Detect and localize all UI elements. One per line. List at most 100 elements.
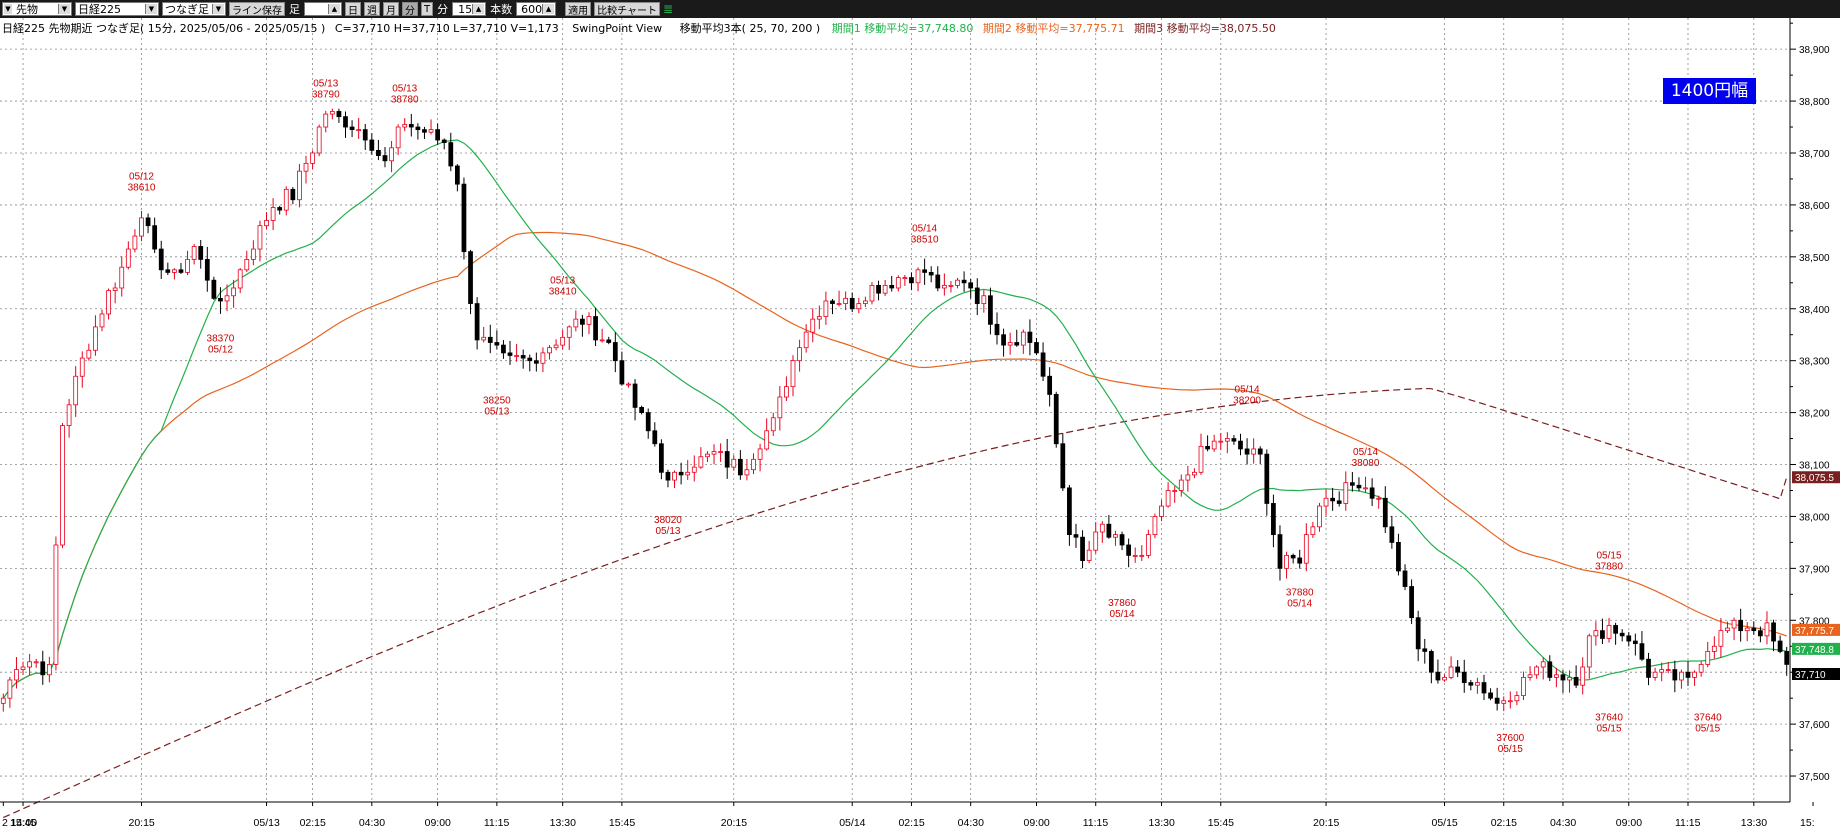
candle [1461, 659, 1467, 693]
count-spinner[interactable]: 600 ▲ [516, 2, 557, 16]
swing-date: 05/15 [1498, 744, 1523, 755]
index-select[interactable]: 日経225 ▼ [75, 2, 159, 16]
candle [1126, 538, 1131, 568]
candle-body [876, 284, 881, 294]
candle [310, 150, 315, 169]
candle [652, 422, 658, 447]
swing-price: 37640 [1694, 712, 1722, 723]
price-tick-label: 38,700 [1799, 149, 1830, 160]
candle-body [46, 664, 52, 676]
price-tick-label: 38,500 [1799, 253, 1830, 264]
time-tick-label: 04:30 [958, 817, 984, 829]
price-tick-label: 38,200 [1799, 409, 1830, 420]
candle [580, 314, 585, 337]
market-select[interactable]: ▼ 先物 ▼ [2, 2, 72, 16]
month-button[interactable]: 月 [383, 2, 399, 17]
candle-body [1067, 487, 1072, 536]
swing-date: 05/14 [1110, 609, 1135, 620]
candle [1251, 438, 1257, 464]
candle [790, 355, 796, 397]
candle-body [1034, 342, 1039, 354]
candle [1751, 621, 1757, 635]
candle-body [1080, 536, 1085, 561]
candle-body [691, 466, 697, 473]
candle [369, 133, 375, 155]
candle-body [1014, 342, 1020, 346]
candle-body [1514, 695, 1520, 702]
candle-body [1652, 671, 1658, 678]
week-button[interactable]: 週 [364, 2, 380, 17]
tick-button[interactable]: T [421, 2, 434, 16]
price-tag-label: 38,075.5 [1795, 473, 1834, 484]
candle [172, 268, 177, 280]
candle [810, 308, 816, 343]
candle-body [553, 344, 559, 349]
candle [1007, 332, 1013, 355]
candle-body [922, 269, 927, 273]
candle [1277, 525, 1283, 581]
minute-button[interactable]: 分 [402, 2, 418, 17]
candle [1001, 328, 1006, 357]
candle-body [869, 284, 875, 302]
candle-body [1152, 516, 1158, 536]
compare-chart-button[interactable]: 比較チャート [594, 2, 661, 17]
ma25-line [2, 139, 1787, 699]
candle-body [1468, 682, 1474, 686]
save-line-button[interactable]: ライン保存 [229, 2, 285, 17]
candle [1053, 391, 1059, 448]
candle-body [231, 287, 236, 297]
candle [1731, 617, 1737, 641]
foot-spinner[interactable]: ▲ [304, 2, 342, 16]
candle [356, 117, 362, 139]
candle [672, 470, 677, 489]
chart-type-select[interactable]: つなぎ足 ▼ [162, 2, 226, 16]
candle-body [1501, 700, 1507, 704]
time-tick-label: 02:15 [1491, 817, 1517, 829]
candle-body [487, 336, 493, 343]
candle [112, 282, 118, 304]
candle-body [158, 248, 164, 271]
candle [461, 177, 467, 260]
candle [1264, 449, 1270, 516]
candle [402, 118, 408, 132]
candle-body [711, 451, 717, 455]
candle [626, 382, 631, 388]
candle [1547, 655, 1553, 681]
swing-date: 05/12 [208, 344, 233, 355]
time-tick-label: 02:15 [898, 817, 924, 829]
price-tick-label: 38,300 [1799, 357, 1830, 368]
candle-body [237, 269, 243, 289]
candle-body [632, 383, 638, 408]
candle [836, 290, 842, 307]
candle-body [1297, 557, 1303, 564]
candle-body [1475, 682, 1480, 686]
candle [1060, 433, 1066, 491]
candle [619, 351, 625, 386]
candle-body [1343, 482, 1349, 504]
candle [1540, 657, 1546, 680]
interval-spinner[interactable]: 15 ▲ [452, 2, 487, 16]
swing-price: 37880 [1286, 588, 1314, 599]
candle-body [830, 300, 835, 304]
candle-body [1047, 375, 1053, 395]
chart-lines-icon[interactable]: ≣ [663, 2, 674, 16]
candle [165, 262, 171, 276]
candle [1626, 632, 1632, 647]
candle-body [408, 124, 414, 128]
candle-body [1119, 534, 1125, 546]
candle [1014, 329, 1020, 347]
apply-button[interactable]: 適用 [565, 2, 592, 17]
candle-body [20, 666, 26, 671]
candle [678, 462, 684, 485]
candle-body [1086, 549, 1092, 561]
day-button[interactable]: 日 [345, 2, 361, 17]
candle-body [902, 277, 908, 280]
candle [1205, 435, 1210, 452]
candle [1784, 646, 1790, 676]
candle [237, 268, 243, 294]
swing-price: 37880 [1595, 562, 1623, 573]
candle [770, 412, 776, 436]
candle-body [974, 287, 980, 304]
